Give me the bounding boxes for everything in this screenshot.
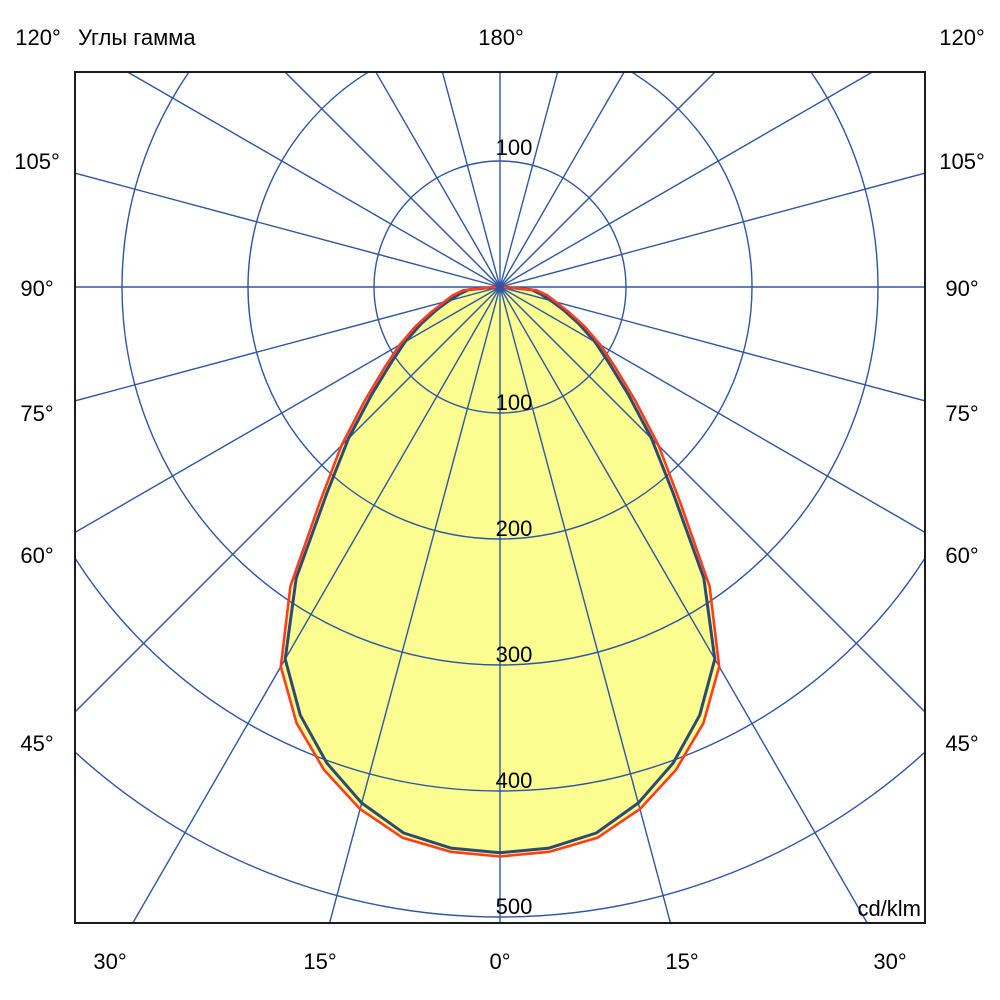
- outer-intensity-curve: [279, 285, 721, 858]
- angle-label-left-45: 45°: [20, 731, 53, 756]
- unit-label: cd/klm: [857, 896, 921, 921]
- grid-ray-120: [499, 72, 874, 288]
- angle-label-right-60: 60°: [945, 543, 978, 568]
- inner-intensity-curve: [283, 285, 717, 855]
- grid-ray-165: [499, 72, 559, 288]
- radial-tick-300: 300: [496, 642, 533, 667]
- grid-ray-195: [441, 72, 501, 288]
- grid-ray-15: [499, 286, 672, 923]
- radial-tick-500: 500: [496, 894, 533, 919]
- angle-label-bottom-1: 15°: [303, 949, 336, 974]
- grid-ray-345: [328, 286, 501, 923]
- angle-label-bottom-3: 15°: [665, 949, 698, 974]
- grid-ray-150: [499, 72, 625, 288]
- grid-ray-255: [75, 172, 501, 288]
- angle-label-right-90: 90°: [945, 276, 978, 301]
- grid-ray-75: [499, 286, 925, 402]
- angle-label-top-right: 120°: [939, 25, 985, 50]
- angle-label-right-45: 45°: [945, 731, 978, 756]
- angle-label-bottom-0: 30°: [93, 949, 126, 974]
- angle-label-left-90: 90°: [20, 276, 53, 301]
- angle-label-left-75: 75°: [20, 401, 53, 426]
- angle-label-bottom-4: 30°: [873, 949, 906, 974]
- angle-label-right-75: 75°: [945, 401, 978, 426]
- grid-ray-225: [284, 72, 501, 288]
- radial-tick-200: 200: [496, 516, 533, 541]
- angle-label-top-left: 120°: [15, 25, 61, 50]
- grid-ray-60: [499, 286, 925, 534]
- grid-ray-210: [375, 72, 501, 288]
- radial-tick-400: 400: [496, 768, 533, 793]
- chart-title: Углы гамма: [78, 25, 196, 50]
- radial-tick-100-above: 100: [496, 135, 533, 160]
- grid-ray-330: [131, 286, 501, 923]
- radial-tick-100: 100: [496, 390, 533, 415]
- grid-ray-285: [75, 286, 501, 402]
- grid-ray-135: [499, 72, 716, 288]
- angle-label-left-60: 60°: [20, 543, 53, 568]
- angle-label-right-105: 105°: [939, 149, 985, 174]
- grid-ray-30: [499, 286, 869, 923]
- grid-ray-240: [126, 72, 501, 288]
- grid-ray-105: [499, 172, 925, 288]
- grid-ray-300: [75, 286, 501, 534]
- angle-label-left-105: 105°: [14, 149, 60, 174]
- angle-label-top-center: 180°: [478, 25, 524, 50]
- plot-border: [74, 71, 926, 924]
- angle-label-bottom-2: 0°: [489, 949, 510, 974]
